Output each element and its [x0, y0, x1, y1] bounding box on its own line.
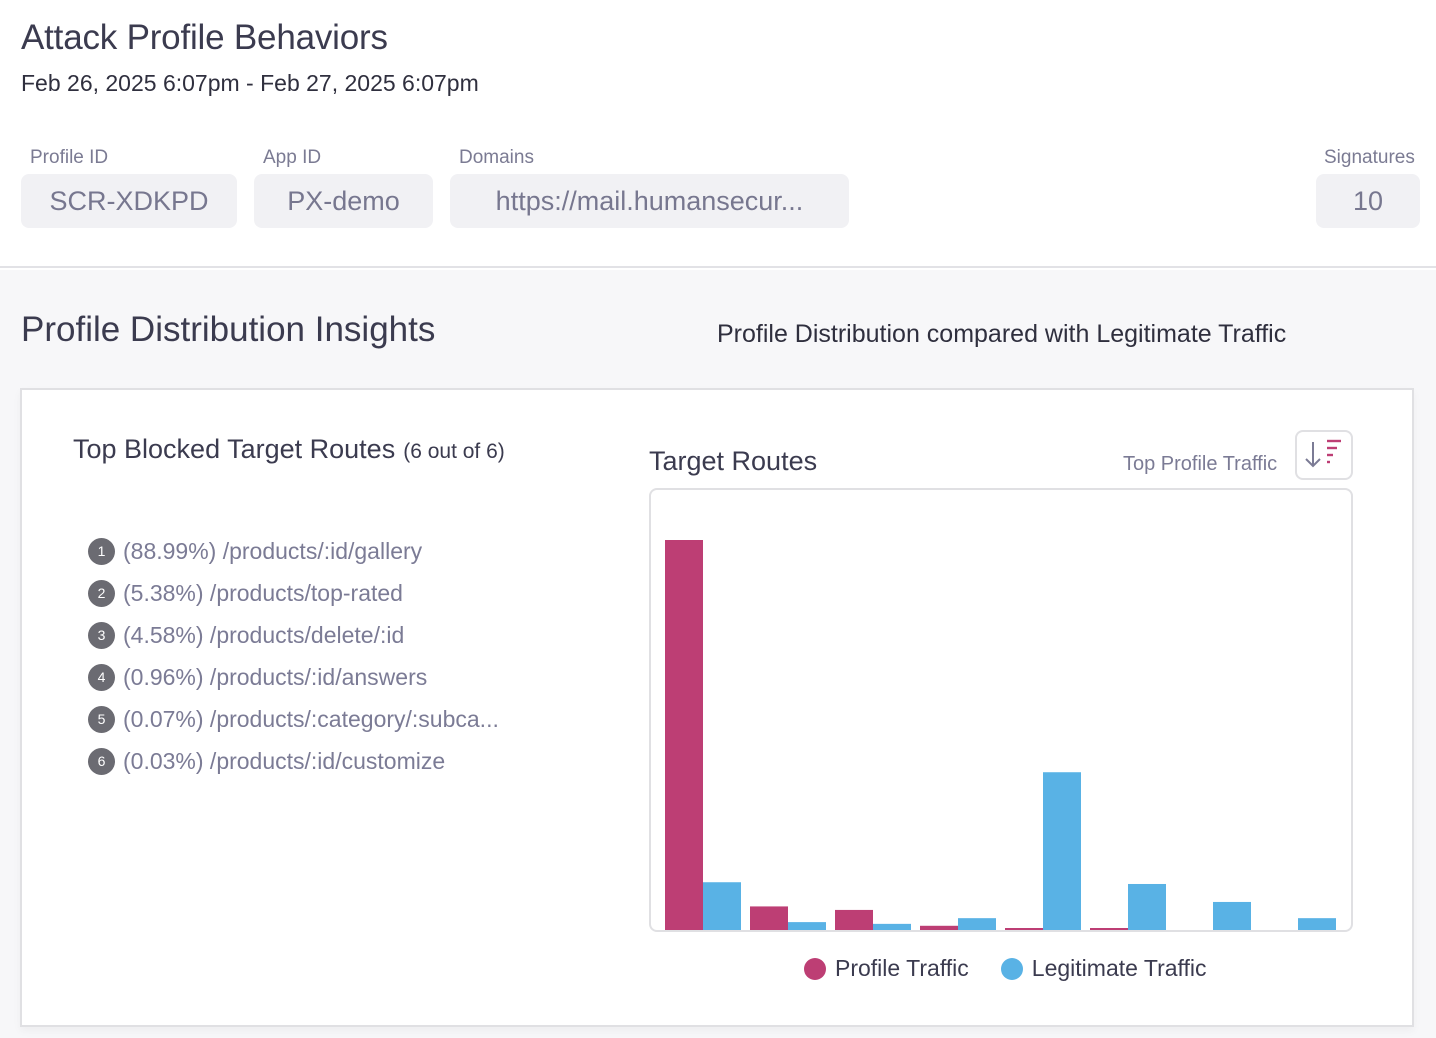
- bar-legitimate-8[interactable]: [1298, 918, 1336, 930]
- route-text: (5.38%) /products/top-rated: [123, 579, 403, 606]
- target-routes-chart: [649, 488, 1353, 932]
- app-id-value: PX-demo: [254, 174, 433, 228]
- rank-badge: 6: [88, 747, 115, 775]
- legend-item-legitimate[interactable]: Legitimate Traffic: [1000, 955, 1207, 982]
- distribution-section: Profile Distribution Insights Profile Di…: [0, 270, 1436, 1038]
- bar-profile-4[interactable]: [920, 925, 958, 930]
- list-item: 3 (4.58%) /products/delete/:id: [88, 614, 499, 656]
- domains-field: Domains https://mail.humansecur...: [450, 146, 849, 228]
- list-item: 1 (88.99%) /products/:id/gallery: [88, 530, 499, 572]
- route-text: (0.03%) /products/:id/customize: [123, 747, 446, 774]
- signatures-value: 10: [1316, 174, 1420, 228]
- domains-label: Domains: [459, 147, 534, 168]
- top-routes-list: 1 (88.99%) /products/:id/gallery 2 (5.38%)…: [88, 530, 499, 782]
- top-routes-count: (6 out of 6): [403, 440, 505, 463]
- bar-legitimate-2[interactable]: [788, 922, 826, 930]
- list-item: 4 (0.96%) /products/:id/answers: [88, 656, 499, 698]
- profile-id-field: Profile ID SCR-XDKPD: [21, 146, 237, 228]
- sort-button[interactable]: [1295, 430, 1353, 480]
- route-text: (0.07%) /products/:category/:subca...: [123, 705, 499, 732]
- bar-legitimate-3[interactable]: [873, 923, 911, 930]
- section-title: Profile Distribution Insights: [21, 310, 436, 349]
- legend-label-legitimate: Legitimate Traffic: [1031, 955, 1207, 981]
- rank-badge: 4: [88, 663, 115, 691]
- legitimate-legend-dot-icon: [1000, 957, 1023, 980]
- chart-legend: Profile Traffic Legitimate Traffic: [804, 955, 1239, 982]
- top-routes-title: Top Blocked Target Routes (6 out of 6): [73, 434, 505, 465]
- domains-value: https://mail.humansecur...: [450, 174, 849, 228]
- bar-legitimate-6[interactable]: [1128, 883, 1166, 930]
- bar-legitimate-5[interactable]: [1043, 772, 1081, 930]
- app-id-field: App ID PX-demo: [254, 146, 433, 228]
- route-text: (4.58%) /products/delete/:id: [123, 621, 405, 648]
- profile-legend-dot-icon: [804, 957, 826, 980]
- page-title: Attack Profile Behaviors: [21, 18, 388, 57]
- legend-item-profile[interactable]: Profile Traffic: [804, 955, 969, 982]
- app-id-label: App ID: [263, 147, 322, 168]
- list-item: 6 (0.03%) /products/:id/customize: [88, 740, 499, 782]
- list-item: 5 (0.07%) /products/:category/:subca...: [88, 698, 499, 740]
- bar-profile-3[interactable]: [835, 909, 873, 930]
- date-range: Feb 26, 2025 6:07pm - Feb 27, 2025 6:07p…: [21, 70, 479, 96]
- bar-legitimate-7[interactable]: [1213, 901, 1251, 930]
- profile-id-value: SCR-XDKPD: [21, 174, 237, 228]
- sort-label: Top Profile Traffic: [1123, 453, 1278, 475]
- rank-badge: 5: [88, 705, 115, 733]
- signatures-label: Signatures: [1324, 147, 1415, 168]
- section-subtitle: Profile Distribution compared with Legit…: [717, 320, 1287, 348]
- legend-label-profile: Profile Traffic: [835, 955, 969, 981]
- insights-card: Top Blocked Target Routes (6 out of 6) 1 (…: [20, 388, 1414, 1027]
- bar-profile-5[interactable]: [1005, 928, 1043, 930]
- bar-legitimate-4[interactable]: [958, 918, 996, 930]
- rank-badge: 2: [88, 579, 115, 607]
- top-routes-heading: Top Blocked Target Routes: [73, 434, 396, 464]
- bar-profile-1[interactable]: [665, 540, 703, 930]
- list-item: 2 (5.38%) /products/top-rated: [88, 572, 499, 614]
- rank-badge: 1: [88, 537, 115, 565]
- profile-id-label: Profile ID: [30, 147, 109, 168]
- bar-profile-2[interactable]: [750, 906, 788, 930]
- bar-legitimate-1[interactable]: [703, 882, 741, 930]
- sort-descending-icon: [1305, 439, 1341, 468]
- route-text: (88.99%) /products/:id/gallery: [123, 537, 423, 564]
- route-text: (0.96%) /products/:id/answers: [123, 663, 428, 690]
- signatures-field: Signatures 10: [1316, 146, 1420, 228]
- rank-badge: 3: [88, 621, 115, 649]
- bar-chart-svg: [665, 540, 1336, 930]
- chart-title: Target Routes: [649, 446, 818, 476]
- bar-profile-6[interactable]: [1090, 928, 1128, 930]
- profile-header: Attack Profile Behaviors Feb 26, 2025 6:…: [0, 0, 1436, 268]
